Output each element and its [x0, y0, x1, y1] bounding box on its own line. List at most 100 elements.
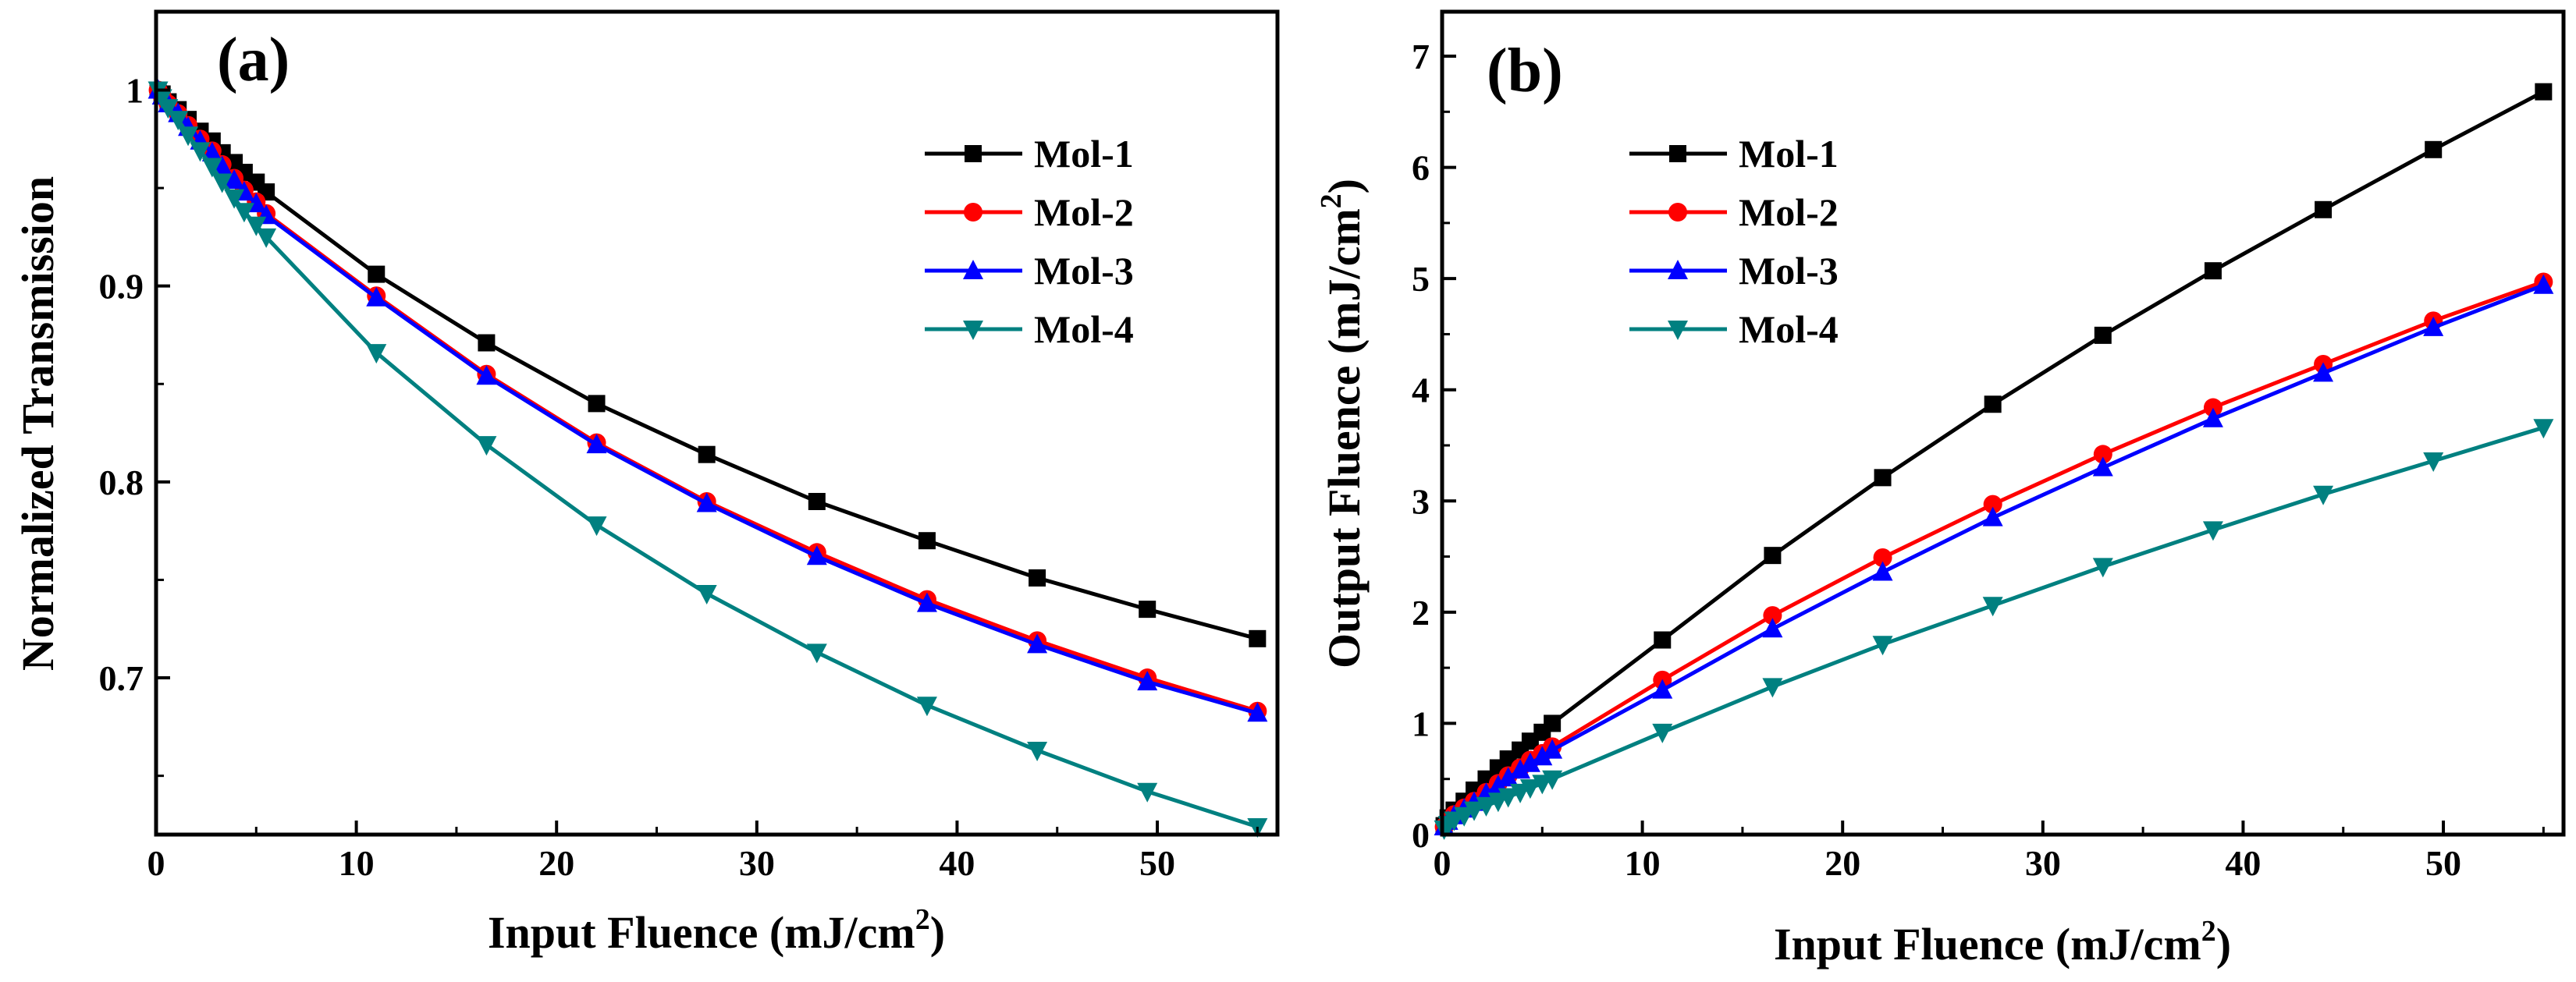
panel-b-mol-4-point: [1652, 723, 1673, 743]
panel-b-legend-mol-2-label: Mol-2: [1739, 190, 1839, 234]
panel-b-mol-1-point: [1764, 547, 1782, 565]
panel-b-mol-1-point: [1874, 469, 1892, 487]
panel-a-mol-4-point: [916, 697, 937, 717]
panel-b-xlabel-close: ): [2216, 919, 2231, 970]
panel-b-mol-3-point: [2313, 362, 2334, 382]
panel-a-x-tick-label: 10: [339, 843, 375, 883]
panel-a-x-tick-label: 40: [939, 843, 975, 883]
panel-b-y-tick-label: 2: [1412, 593, 1430, 633]
panel-a-mol-4-point: [256, 228, 277, 248]
panel-b-mol-3-point: [1519, 752, 1540, 772]
panel-a-legend-mol-3-marker: [963, 260, 983, 279]
panel-a-mol-1-point: [808, 492, 826, 510]
panel-b-x-axis-title: Input Fluence (mJ/cm2): [1774, 915, 2231, 970]
panel-b-mol-1-point: [1654, 631, 1672, 649]
panel-a-mol-3-point: [476, 365, 497, 385]
panel-b-mol-4-line: [1442, 425, 2545, 831]
panel-b-legend-mol-3-marker: [1668, 260, 1688, 279]
panel-a-mol-4-point: [201, 158, 222, 178]
panel-a-mol-1-point: [918, 532, 936, 550]
panel-b-x-tick-label: 50: [2425, 843, 2461, 883]
panel-b-ylabel-sup: 2: [1315, 193, 1348, 208]
panel-a-mol-4-point: [1137, 782, 1158, 803]
panel-b-mol-4-point: [1498, 788, 1519, 808]
panel-a-mol-4-point: [696, 585, 717, 605]
panel-b-mol-2-point: [1873, 548, 1892, 568]
panel-a: 0 10 20 30 40 500.70.80.91 Mol-1Mol-2Mol-3Mol…: [12, 9, 1280, 958]
panel-a-y-tick-label: 1: [126, 70, 144, 110]
panel-a-mol-4-point: [586, 516, 607, 537]
panel-b-ylabel-main: Output Fluence (mJ/cm: [1319, 208, 1370, 668]
panel-a-mol-3-point: [916, 592, 937, 612]
panel-b-label: (b): [1487, 37, 1563, 105]
panel-a-mol-3-point: [366, 286, 387, 307]
panel-b-y-tick-label: 6: [1412, 148, 1430, 188]
panel-a-frame: [154, 9, 1280, 837]
panel-a-mol-4-point: [224, 189, 245, 209]
panel-a-mol-2-line: [156, 89, 1259, 714]
panel-b-mol-3-point: [1982, 506, 2003, 526]
panel-a-legend-mol-2-marker: [964, 203, 982, 222]
panel-b-legend-mol-1-marker: [1669, 145, 1686, 162]
panel-b-frame: [1440, 9, 2566, 837]
panel-a-mol-1-point: [1029, 569, 1046, 587]
panel-a-x-tick-label: 20: [538, 843, 574, 883]
panel-b-legend-mol-2-marker: [1668, 203, 1687, 222]
panel-b-mol-4-point: [2313, 485, 2334, 505]
panel-b-mol-2-point: [2203, 398, 2222, 417]
panel-b-mol-4-point: [1464, 801, 1485, 821]
panel-a-x-tick-label: 0: [147, 843, 165, 883]
panel-b-mol-3-point: [1762, 618, 1783, 638]
panel-b-mol-4-point: [2533, 419, 2554, 439]
panel-a-mol-4-point: [168, 111, 189, 131]
panel-b-x-tick-label: 30: [2025, 843, 2061, 883]
panel-b-mol-1-point: [1544, 714, 1562, 732]
panel-b-ylabel-close: ): [1319, 179, 1370, 193]
panel-b-y-axis-title: Output Fluence (mJ/cm2): [1315, 179, 1370, 668]
panel-b-mol-4-point: [1872, 636, 1893, 656]
panel-b-xlabel-main: Input Fluence (mJ/cm: [1774, 919, 2201, 970]
panel-b-mol-3-point: [1498, 767, 1519, 787]
panel-b-mol-4-point: [1762, 678, 1783, 698]
panel-b: 0 10 20 30 40 50 0 1 2 3 4 5 6 7 Mol-1 Mol-2 Mol-3 Mol-4…: [1315, 9, 2566, 970]
panel-b-mol-2-point: [1983, 495, 2002, 514]
panel-a-label: (a): [217, 26, 290, 94]
panel-a-legend-mol-1-marker: [965, 145, 982, 162]
panel-a-mol-3-point: [586, 434, 607, 454]
panel-a-mol-3-point: [806, 545, 827, 565]
panel-b-mol-4-point: [2092, 558, 2113, 578]
panel-b-y-tick-label: 5: [1412, 259, 1430, 299]
panel-a-xlabel-sup: 2: [915, 903, 930, 936]
panel-a-y-axis-title: Normalized Transmission: [12, 176, 63, 671]
panel-b-mol-3-point: [2423, 316, 2444, 336]
panel-a-mol-1-point: [588, 395, 606, 413]
panel-b-mol-3-point: [1542, 739, 1563, 759]
panel-b-x-tick-label: 0: [1434, 843, 1451, 883]
panel-a-legend: Mol-1 Mol-2 Mol-3 Mol-4: [925, 132, 1134, 351]
panel-a-mol-4-point: [158, 99, 179, 119]
panel-a-x-tick-label: 30: [739, 843, 775, 883]
panel-a-mol-1-point: [1139, 601, 1157, 619]
panel-b-mol-3-point: [1872, 561, 1893, 581]
panel-b-legend-mol-3-label: Mol-3: [1739, 249, 1839, 292]
panel-a-mol-3-point: [696, 492, 717, 512]
panel-b-mol-3-point: [1652, 679, 1673, 699]
panel-a-x-axis-title: Input Fluence (mJ/cm2): [488, 903, 945, 958]
panel-a-mol-4-point: [366, 344, 387, 364]
panel-b-x-tick-label: 10: [1625, 843, 1661, 883]
panel-a-mol-4-point: [806, 643, 827, 664]
panel-b-mol-4-point: [1454, 807, 1475, 827]
panel-a-mol-4-point: [178, 126, 199, 147]
panel-b-legend-mol-4-marker: [1668, 321, 1688, 340]
panel-a-legend-mol-2-label: Mol-2: [1034, 190, 1134, 234]
panel-a-mol-3-point: [1137, 671, 1158, 691]
panel-a-mol-1-point: [478, 334, 496, 352]
panel-b-legend-mol-1-label: Mol-1: [1739, 132, 1839, 175]
panel-b-plot-content: [1434, 83, 2554, 840]
panel-a-y-tick-label: 0.7: [99, 658, 144, 698]
panel-b-y-tick-label: 1: [1412, 704, 1430, 743]
panel-b-y-tick-label: 3: [1412, 481, 1430, 521]
panel-a-legend-mol-3-label: Mol-3: [1034, 249, 1134, 292]
panel-a-mol-3-line: [156, 89, 1258, 715]
panel-b-ticks: 0 10 20 30 40 50 0 1 2 3 4 5 6 7: [1412, 37, 2545, 883]
